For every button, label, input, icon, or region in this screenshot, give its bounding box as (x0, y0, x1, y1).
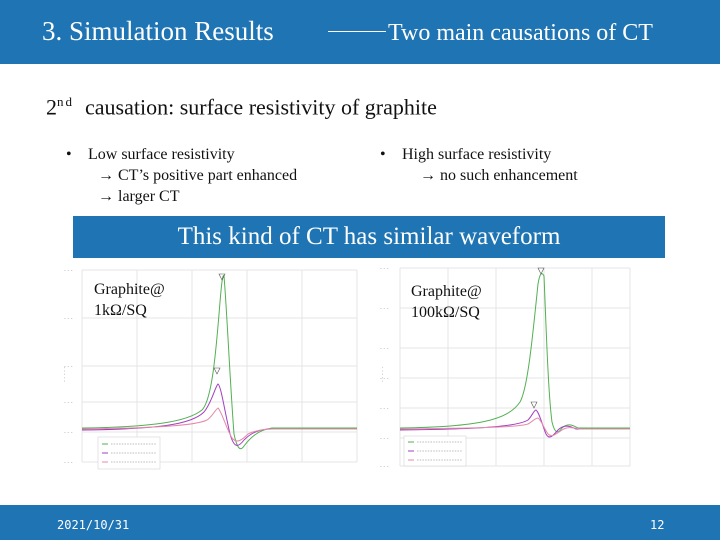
plot-label-100k: Graphite@ 100kΩ/SQ (411, 281, 482, 323)
bullet-low-resistivity: • Low surface resistivity → CT’s positive… (66, 144, 297, 207)
purple-curve (399, 409, 630, 438)
slide-subtitle: Two main causations of CT (328, 20, 653, 47)
highlight-banner: This kind of CT has similar waveform (73, 216, 665, 258)
bullet-line: → larger CT (98, 188, 180, 205)
bullet-line: High surface resistivity (402, 146, 552, 163)
svg-text:- - -: - - - (380, 376, 389, 382)
svg-text:- - -: - - - (380, 464, 389, 470)
svg-text:- - -: - - - (380, 406, 389, 412)
svg-text:- - -: - - - (64, 460, 73, 466)
waveform-plot-1k: - - -- - -- - - - - -- - -- - - - - - - … (62, 262, 362, 474)
svg-text:- - -: - - - (64, 268, 73, 274)
pink-curve (399, 417, 630, 437)
plot-grid (81, 269, 358, 463)
plot-label-line: Graphite@ (94, 281, 165, 298)
plot-label-line: 100kΩ/SQ (411, 304, 480, 321)
svg-text:- - -: - - - (380, 266, 389, 272)
svg-text:- - -: - - - (380, 346, 389, 352)
svg-text:- - -: - - - (380, 306, 389, 312)
svg-text:- - -: - - - (64, 316, 73, 322)
svg-text:- - - - -: - - - - - (380, 366, 386, 382)
bullet-line: Low surface resistivity (88, 146, 235, 163)
axis-ticks: - - -- - -- - - - - -- - -- - - - - - - … (62, 268, 73, 466)
plot-label-line: 1kΩ/SQ (94, 302, 147, 319)
peak-marker-icon (530, 267, 545, 409)
bullet-dot: • (380, 146, 386, 163)
subtitle-text: Two main causations of CT (388, 20, 653, 46)
heading-ordinal: 2 (46, 94, 57, 120)
bullet-line: → no such enhancement (420, 167, 578, 184)
title-bar: 3. Simulation Results Two main causation… (0, 0, 720, 64)
heading-text: causation: surface resistivity of graphi… (85, 94, 437, 120)
footer-date: 2021/10/31 (57, 518, 130, 532)
svg-text:- - - - -: - - - - - (62, 366, 68, 382)
footer-bar: 2021/10/31 12 (0, 505, 720, 540)
legend-entries (408, 441, 462, 461)
legend-entries (102, 443, 156, 463)
svg-text:- - -: - - - (64, 364, 73, 370)
plot-label-1k: Graphite@ 1kΩ/SQ (94, 279, 165, 321)
em-dash-line (328, 30, 386, 32)
section-heading: 2nd causation: surface resistivity of gr… (46, 94, 437, 120)
page-number: 12 (650, 518, 665, 532)
purple-curve (81, 383, 357, 446)
bullet-dot: • (66, 146, 72, 163)
pink-curve (81, 407, 357, 442)
axis-ticks: - - -- - -- - - - - -- - -- - -- - - - -… (380, 266, 389, 470)
green-curve (399, 273, 630, 433)
slide-title: 3. Simulation Results (42, 16, 274, 46)
bullet-high-resistivity: • High surface resistivity → no such enha… (380, 144, 578, 186)
plot-label-line: Graphite@ (411, 283, 482, 300)
svg-text:- - -: - - - (380, 436, 389, 442)
svg-text:- - -: - - - (64, 430, 73, 436)
bullet-line: → CT’s positive part enhanced (98, 167, 298, 184)
banner-text: This kind of CT has similar waveform (177, 223, 561, 250)
svg-text:- - -: - - - (64, 400, 73, 406)
waveform-plot-100k: - - -- - -- - - - - -- - -- - -- - - - -… (378, 262, 638, 474)
peak-marker-icon (213, 273, 226, 375)
heading-ordinal-suffix: nd (57, 94, 74, 109)
